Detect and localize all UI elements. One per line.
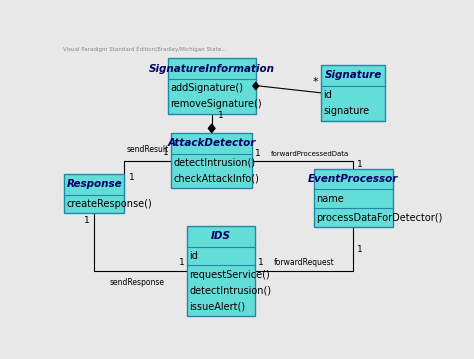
Text: checkAttackInfo(): checkAttackInfo() xyxy=(174,174,260,184)
Text: 1: 1 xyxy=(357,244,363,253)
Text: addSignature(): addSignature() xyxy=(170,83,243,93)
Text: AttackDetector: AttackDetector xyxy=(167,138,256,148)
Text: name: name xyxy=(316,194,344,204)
Bar xyxy=(187,226,255,316)
Text: createResponse(): createResponse() xyxy=(66,199,152,209)
Text: id: id xyxy=(324,90,332,100)
Text: 1: 1 xyxy=(129,173,135,182)
Text: processDataForDetector(): processDataForDetector() xyxy=(316,213,443,223)
Polygon shape xyxy=(253,82,259,90)
Text: 1: 1 xyxy=(255,149,261,158)
Text: 1: 1 xyxy=(163,148,169,157)
Text: 1: 1 xyxy=(357,160,363,169)
Text: IDS: IDS xyxy=(211,231,231,241)
Text: id: id xyxy=(190,251,198,261)
Text: SignatureInformation: SignatureInformation xyxy=(149,64,275,74)
Text: 1: 1 xyxy=(84,216,90,225)
Bar xyxy=(314,169,392,227)
Bar xyxy=(168,58,256,114)
Text: forwardRequest: forwardRequest xyxy=(273,258,334,267)
Text: EventProcessor: EventProcessor xyxy=(308,174,398,184)
Text: 1: 1 xyxy=(218,111,224,120)
Text: forwardProcessedData: forwardProcessedData xyxy=(271,151,349,157)
Text: signature: signature xyxy=(324,106,370,116)
Polygon shape xyxy=(208,124,215,133)
Text: sendResponse: sendResponse xyxy=(109,278,164,287)
Text: 1: 1 xyxy=(257,258,263,267)
Text: detectIntrusion(): detectIntrusion() xyxy=(190,286,272,296)
Text: *: * xyxy=(313,77,318,87)
Bar xyxy=(64,174,125,214)
Text: requestService(): requestService() xyxy=(190,270,270,280)
Text: 1: 1 xyxy=(179,258,184,267)
Text: Response: Response xyxy=(66,180,122,189)
Text: Signature: Signature xyxy=(325,70,382,80)
Bar xyxy=(171,133,252,188)
Text: Visual Paradigm Standard Edition(Bradley/Michigan State...: Visual Paradigm Standard Edition(Bradley… xyxy=(63,47,226,52)
Text: detectIntrusion(): detectIntrusion() xyxy=(174,158,256,168)
Bar xyxy=(321,65,385,121)
Text: removeSignature(): removeSignature() xyxy=(170,99,262,109)
Text: issueAlert(): issueAlert() xyxy=(190,302,246,312)
Text: sendResult: sendResult xyxy=(127,145,169,154)
